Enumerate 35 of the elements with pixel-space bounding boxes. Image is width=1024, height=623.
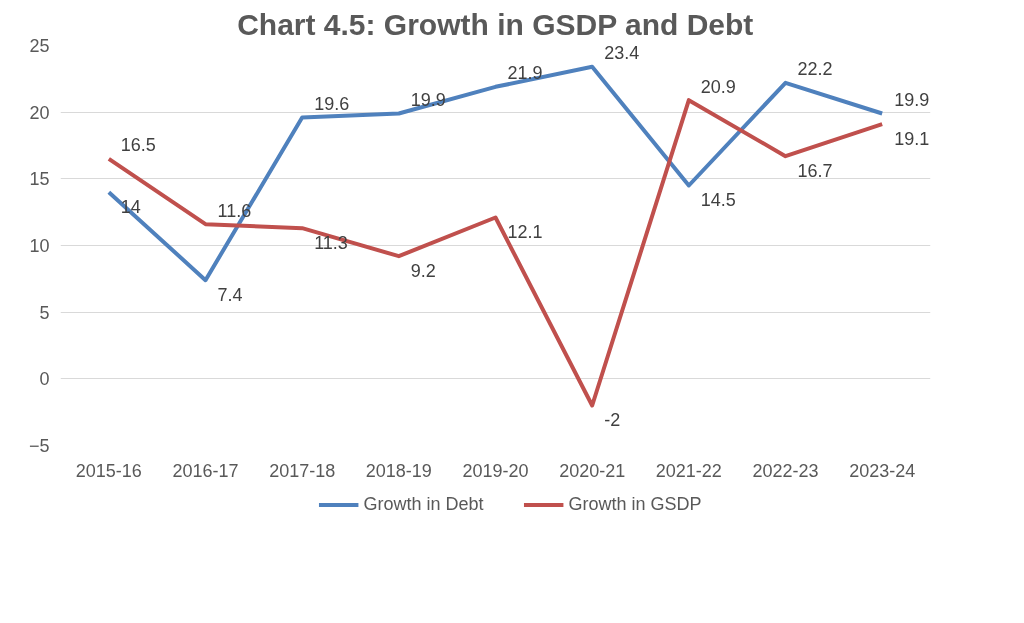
x-tick-label: 2015-16 [75, 460, 142, 481]
x-tick-label: 2019-20 [462, 460, 529, 481]
data-label: 12.1 [507, 222, 543, 242]
data-label: 19.1 [894, 128, 930, 149]
data-label: 21.9 [507, 63, 543, 84]
legend-label: Growth in GSDP [568, 493, 702, 515]
data-label: -2 [604, 410, 621, 430]
data-label: 19.6 [314, 94, 350, 114]
x-tick-label: 2016-17 [172, 460, 239, 481]
data-label: 16.5 [120, 135, 156, 156]
data-label: 7.4 [217, 284, 243, 305]
legend-label: Growth in Debt [363, 493, 484, 515]
data-label: 23.4 [604, 43, 640, 64]
data-label: 14.5 [700, 190, 736, 210]
x-tick-label: 2023-24 [849, 460, 916, 481]
x-tick-label: 2020-21 [559, 460, 626, 481]
y-tick-label: 15 [29, 169, 50, 190]
line-series [106, 64, 885, 283]
x-tick-label: 2021-22 [655, 460, 722, 481]
x-tick-label: 2022-23 [752, 460, 819, 481]
data-label: 9.2 [410, 260, 436, 281]
y-tick-label: 25 [29, 36, 50, 56]
data-label: 16.7 [797, 160, 833, 181]
y-tick-label: 5 [39, 302, 50, 323]
x-tick-label: 2017-18 [269, 460, 336, 481]
y-tick-label: 10 [29, 236, 50, 256]
y-tick-label: 20 [29, 102, 50, 123]
y-tick-label: −5 [28, 436, 50, 456]
chart-title: Chart 4.5: Growth in GSDP and Debt [237, 7, 754, 41]
data-label: 19.9 [894, 90, 930, 110]
y-tick-label: 0 [39, 369, 50, 390]
data-label: 20.9 [700, 76, 736, 97]
x-tick-label: 2018-19 [365, 460, 432, 481]
data-label: 11.3 [314, 232, 348, 253]
data-label: 22.2 [797, 59, 833, 80]
